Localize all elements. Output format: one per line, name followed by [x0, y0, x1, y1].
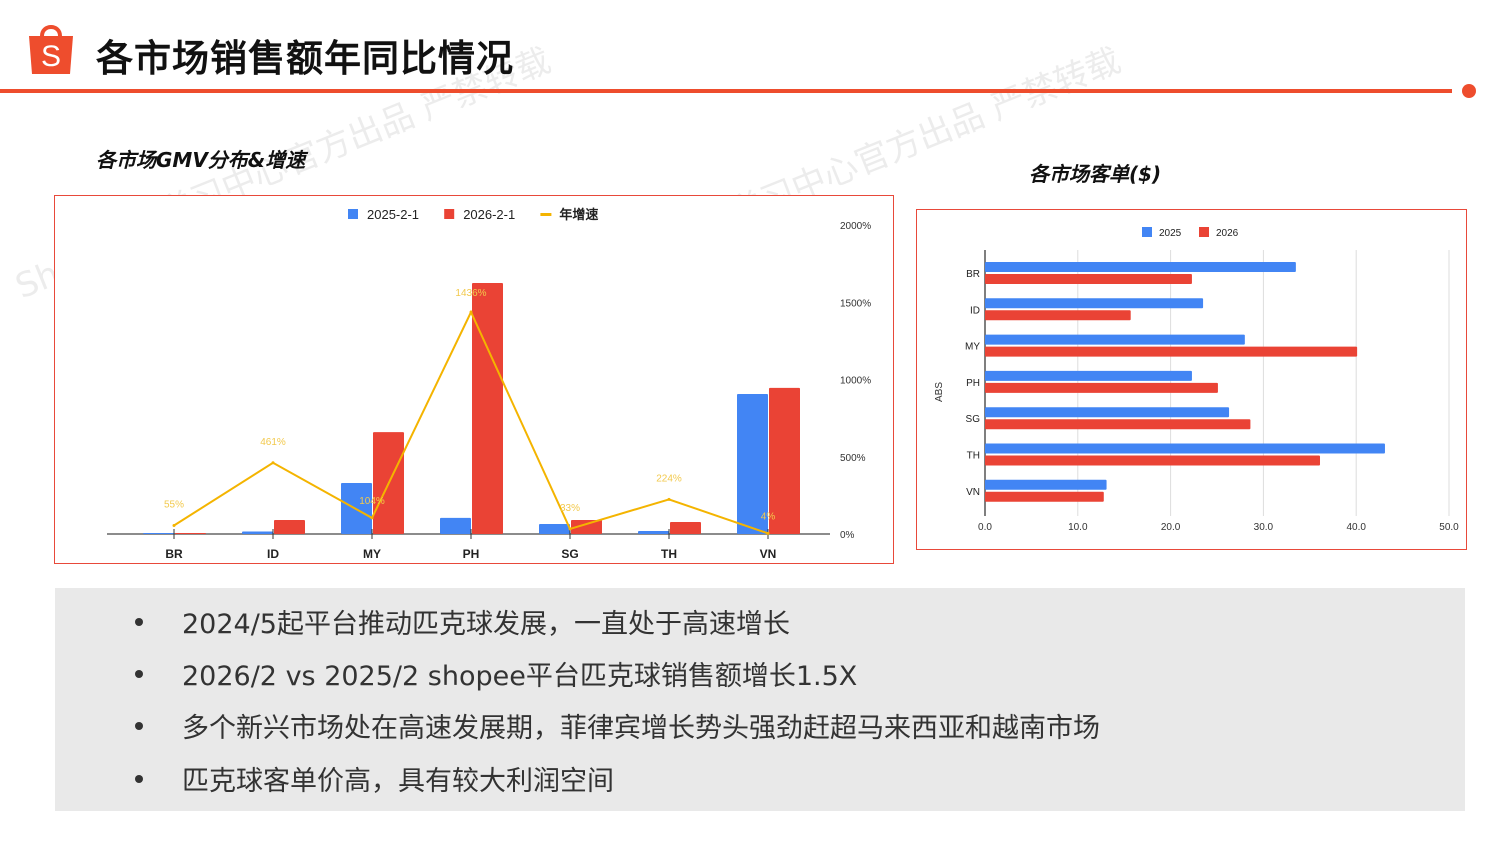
bullet-icon: [135, 618, 143, 626]
x-tick-label: VN: [760, 547, 777, 561]
right-axis-tick: 1000%: [840, 376, 871, 387]
x-tick-label: 50.0: [1439, 522, 1459, 533]
bar-2026-ID: [985, 310, 1131, 321]
legend-swatch: [444, 209, 455, 219]
bullet-icon: [135, 775, 143, 783]
x-tick-label: 0.0: [978, 522, 992, 533]
right-axis-tick: 0%: [840, 530, 855, 541]
header-divider-dot: [1462, 84, 1476, 98]
bar-2026-TH: [985, 455, 1321, 466]
x-tick-label: 10.0: [1068, 522, 1088, 533]
bar-2025-ID: [985, 298, 1204, 309]
y-tick-label: VN: [966, 487, 980, 498]
growth-point-TH: [667, 497, 671, 501]
x-tick-label: 30.0: [1254, 522, 1274, 533]
right-axis-tick: 1500%: [840, 298, 871, 309]
bar-2025-2-1-SG: [539, 523, 570, 534]
bar-2026-2-1-BR: [175, 532, 206, 534]
y-tick-label: BR: [966, 269, 980, 280]
growth-data-label: 55%: [164, 500, 184, 511]
growth-point-BR: [172, 524, 176, 528]
legend-label: 2026-2-1: [463, 207, 515, 222]
bar-2025-SG: [985, 407, 1230, 418]
abs-chart-subtitle: 各市场客单($): [1029, 162, 1162, 186]
x-tick-label: BR: [165, 547, 183, 561]
x-tick-label: SG: [561, 547, 578, 561]
gmv-chart-subtitle: 各市场GMV分布&增速: [96, 148, 306, 172]
y-axis-label: ABS: [934, 382, 945, 402]
bar-2025-2-1-BR: [143, 532, 174, 534]
note-text: 匹克球客单价高，具有较大利润空间: [182, 766, 614, 797]
page-title: 各市场销售额年同比情况: [96, 37, 514, 80]
growth-data-label: 1436%: [455, 288, 486, 299]
growth-point-PH: [469, 310, 473, 314]
bar-2026-MY: [985, 346, 1358, 357]
bar-2025-PH: [985, 370, 1192, 381]
legend-swatch: [1199, 227, 1209, 237]
growth-data-label: 4%: [761, 511, 776, 522]
notes-panel: 2024/5起平台推动匹克球发展，一直处于高速增长 2026/2 vs 2025…: [55, 588, 1465, 811]
growth-point-VN: [766, 531, 770, 535]
bar-2026-VN: [985, 491, 1104, 502]
note-text: 2026/2 vs 2025/2 shopee平台匹克球销售额增长1.5X: [182, 661, 858, 692]
x-tick-label: ID: [267, 547, 279, 561]
legend-label: 2026: [1216, 228, 1239, 239]
svg-text:S: S: [41, 40, 61, 73]
growth-point-SG: [568, 527, 572, 531]
bar-2025-2-1-TH: [638, 530, 669, 534]
y-tick-label: PH: [966, 378, 980, 389]
bar-2025-VN: [985, 479, 1107, 490]
legend-swatch: [348, 209, 358, 219]
bar-2025-MY: [985, 334, 1245, 345]
bar-2025-2-1-ID: [242, 531, 273, 534]
x-tick-label: MY: [363, 547, 381, 561]
bar-2026-2-1-SG: [571, 519, 602, 534]
bar-2025-BR: [985, 262, 1296, 272]
bar-2026-BR: [985, 274, 1192, 284]
y-tick-label: SG: [966, 414, 981, 425]
bar-2025-2-1-PH: [440, 517, 471, 534]
bar-2026-2-1-TH: [670, 521, 701, 534]
bar-2026-SG: [985, 419, 1251, 430]
bullet-icon: [135, 670, 143, 678]
x-tick-label: TH: [661, 547, 677, 561]
growth-data-label: 33%: [560, 503, 580, 514]
bar-2025-TH: [985, 443, 1385, 454]
growth-point-MY: [370, 516, 374, 520]
bar-2026-PH: [985, 382, 1218, 393]
y-tick-label: ID: [970, 305, 980, 316]
right-axis-tick: 500%: [840, 453, 866, 464]
x-tick-label: 40.0: [1346, 522, 1366, 533]
x-tick-label: PH: [463, 547, 480, 561]
growth-data-label: 104%: [359, 496, 385, 507]
x-tick-label: 20.0: [1161, 522, 1181, 533]
bullet-icon: [135, 722, 143, 730]
legend-swatch: [540, 213, 552, 216]
bar-2026-2-1-PH: [472, 283, 503, 534]
legend-label: 年增速: [559, 207, 598, 222]
note-text: 2024/5起平台推动匹克球发展，一直处于高速增长: [182, 609, 790, 640]
y-tick-label: MY: [965, 342, 980, 353]
y-tick-label: TH: [967, 451, 980, 462]
legend-label: 2025: [1159, 228, 1182, 239]
growth-data-label: 461%: [260, 437, 286, 448]
bar-2025-2-1-VN: [737, 393, 768, 534]
growth-line: [173, 309, 769, 535]
right-axis-tick: 2000%: [840, 221, 871, 232]
growth-point-ID: [271, 461, 275, 465]
legend-swatch: [1142, 227, 1152, 237]
bar-2026-2-1-ID: [274, 519, 305, 534]
bar-2026-2-1-VN: [769, 387, 800, 534]
header-divider: [0, 89, 1452, 93]
note-text: 多个新兴市场处在高速发展期，菲律宾增长势头强劲赶超马来西亚和越南市场: [182, 713, 1100, 744]
shopee-logo-icon: S: [29, 25, 73, 74]
growth-data-label: 224%: [656, 473, 682, 484]
legend-label: 2025-2-1: [367, 207, 419, 222]
